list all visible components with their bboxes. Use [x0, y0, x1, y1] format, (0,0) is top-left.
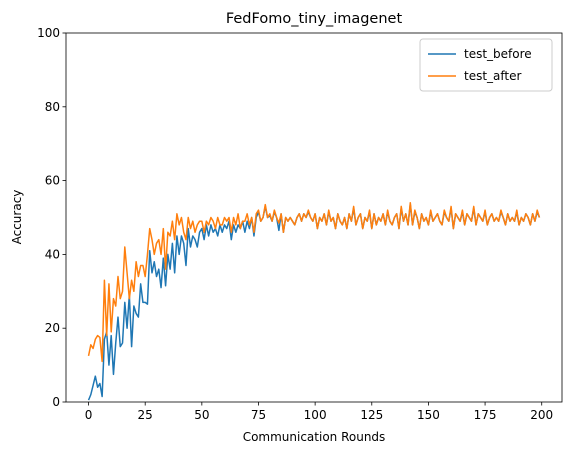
legend-label: test_before — [464, 47, 532, 61]
legend-label: test_after — [464, 69, 522, 83]
y-tick-label: 60 — [45, 174, 60, 188]
series-line — [87, 201, 541, 363]
y-tick-label: 80 — [45, 100, 60, 114]
y-tick-label: 40 — [45, 247, 60, 261]
plot-frame — [65, 32, 563, 403]
series-line — [87, 203, 541, 401]
legend-box — [419, 38, 553, 92]
y-tick-label: 0 — [52, 395, 60, 409]
y-tick-label: 100 — [37, 26, 60, 40]
x-axis-label: Communication Rounds — [243, 430, 386, 444]
x-tick-label: 100 — [304, 408, 327, 422]
x-tick-label: 50 — [194, 408, 209, 422]
x-tick-label: 0 — [85, 408, 93, 422]
x-tick-label: 200 — [530, 408, 553, 422]
x-tick-label: 75 — [251, 408, 266, 422]
y-axis-label: Accuracy — [10, 190, 24, 245]
x-tick-label: 175 — [474, 408, 497, 422]
y-tick-label: 20 — [45, 321, 60, 335]
x-tick-label: 25 — [138, 408, 153, 422]
x-tick-label: 150 — [417, 408, 440, 422]
x-tick-label: 125 — [360, 408, 383, 422]
chart-title: FedFomo_tiny_imagenet — [226, 11, 403, 27]
